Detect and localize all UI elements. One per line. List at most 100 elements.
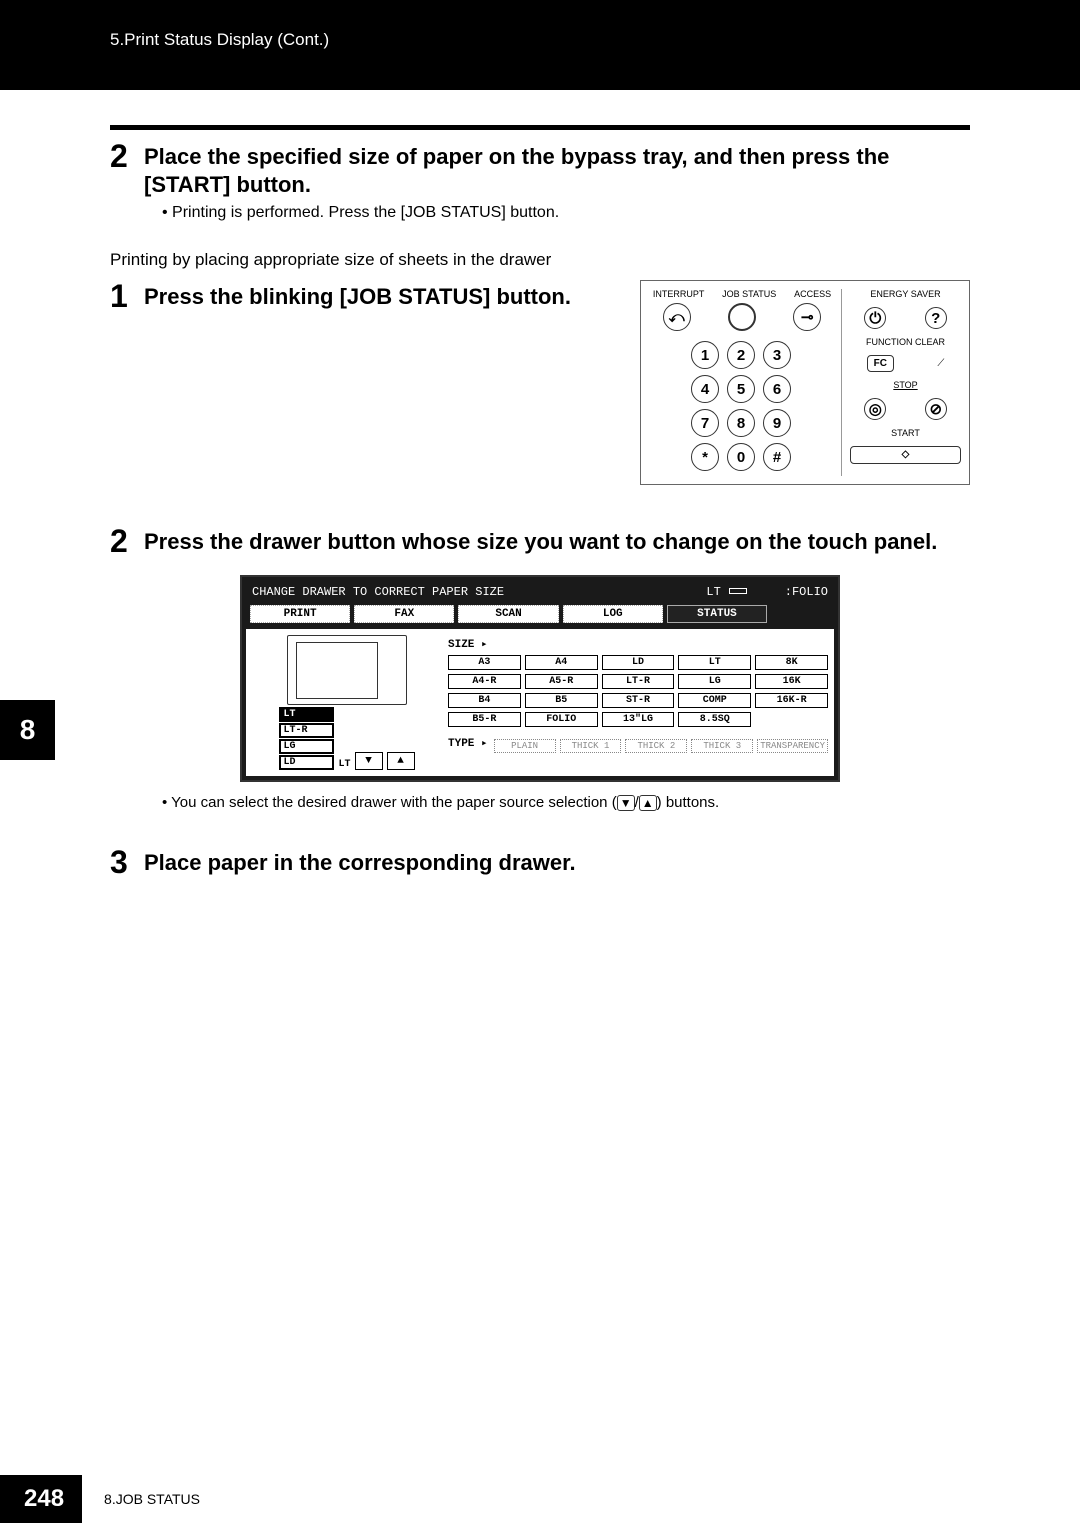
key-star[interactable]: * (691, 443, 719, 471)
size-13lg[interactable]: 13"LG (602, 712, 675, 727)
step-number: 1 (110, 280, 132, 312)
help-button[interactable]: ? (925, 307, 947, 329)
subheading: Printing by placing appropriate size of … (110, 250, 970, 270)
arrow-down-button[interactable]: ▼ (355, 752, 383, 770)
tab-status[interactable]: STATUS (667, 605, 767, 623)
panel-left: INTERRUPT JOB STATUS ACCESS ⤺ ⊸ 1 2 3 4 … (649, 289, 835, 476)
up-arrow-icon: ▲ (639, 795, 657, 811)
tp-body: LT LT-R LG LD LT ▼ ▲ SIZE ▸ A3 A4 (246, 629, 834, 776)
drawer-lg[interactable]: LG (279, 739, 334, 754)
page-content: 2 Place the specified size of paper on t… (0, 90, 1080, 878)
size-a4r[interactable]: A4-R (448, 674, 521, 689)
type-thick1[interactable]: THICK 1 (560, 739, 622, 753)
chapter-tab: 8 (0, 700, 55, 760)
size-b5[interactable]: B5 (525, 693, 598, 708)
printer-illustration (287, 635, 407, 705)
type-plain[interactable]: PLAIN (494, 739, 556, 753)
key-8[interactable]: 8 (727, 409, 755, 437)
tab-log[interactable]: LOG (563, 605, 663, 623)
start-button[interactable]: ◇ (850, 446, 961, 464)
note-text-end: ) buttons. (657, 794, 720, 811)
key-2[interactable]: 2 (727, 341, 755, 369)
key-6[interactable]: 6 (763, 375, 791, 403)
key-hash[interactable]: # (763, 443, 791, 471)
size-b4[interactable]: B4 (448, 693, 521, 708)
clear-button[interactable]: ⊘ (925, 398, 947, 420)
jobstatus-button[interactable] (728, 303, 756, 331)
panel-top-labels: INTERRUPT JOB STATUS ACCESS (649, 289, 835, 299)
key-1[interactable]: 1 (691, 341, 719, 369)
size-folio[interactable]: FOLIO (525, 712, 598, 727)
stop-button[interactable]: ◎ (864, 398, 886, 420)
step-number: 2 (110, 140, 132, 172)
start-label: START (850, 428, 961, 438)
step-number: 3 (110, 846, 132, 878)
tp-header-mid: LT (706, 585, 720, 599)
size-a3[interactable]: A3 (448, 655, 521, 670)
arrow-up-button[interactable]: ▲ (387, 752, 415, 770)
label-jobstatus: JOB STATUS (722, 289, 776, 299)
size-comp[interactable]: COMP (678, 693, 751, 708)
tp-tabs: PRINT FAX SCAN LOG STATUS (246, 603, 834, 629)
down-arrow-icon: ▼ (617, 795, 635, 811)
tab-fax[interactable]: FAX (354, 605, 454, 623)
size-a4[interactable]: A4 (525, 655, 598, 670)
step-note: Printing is performed. Press the [JOB ST… (110, 204, 970, 222)
size-16k[interactable]: 16K (755, 674, 828, 689)
step-title: Place paper in the corresponding drawer. (144, 846, 576, 877)
type-label: TYPE ▸ (448, 736, 488, 750)
drawer-ltr[interactable]: LT-R (279, 723, 334, 738)
drawer-side-label: LT (338, 759, 350, 770)
key-3[interactable]: 3 (763, 341, 791, 369)
size-85sq[interactable]: 8.5SQ (678, 712, 751, 727)
function-clear-label: FUNCTION CLEAR (850, 337, 961, 347)
drawer-area: LT LT-R LG LD LT ▼ ▲ (252, 635, 442, 770)
key-0[interactable]: 0 (727, 443, 755, 471)
key-4[interactable]: 4 (691, 375, 719, 403)
size-8k[interactable]: 8K (755, 655, 828, 670)
drawer-lt[interactable]: LT (279, 707, 334, 722)
size-str[interactable]: ST-R (602, 693, 675, 708)
label-access: ACCESS (794, 289, 831, 299)
page-footer: 248 8.JOB STATUS (0, 1471, 1080, 1526)
type-thick2[interactable]: THICK 2 (625, 739, 687, 753)
interrupt-button[interactable]: ⤺ (663, 303, 691, 331)
size-lt[interactable]: LT (678, 655, 751, 670)
size-ld[interactable]: LD (602, 655, 675, 670)
type-thick3[interactable]: THICK 3 (691, 739, 753, 753)
tray-icon (729, 588, 747, 594)
step-2b: 2 Press the drawer button whose size you… (110, 525, 970, 557)
step-3: 3 Place paper in the corresponding drawe… (110, 846, 970, 878)
note-text-start: You can select the desired drawer with t… (171, 794, 617, 811)
touch-panel-figure: CHANGE DRAWER TO CORRECT PAPER SIZE LT :… (240, 575, 840, 782)
paper-source-arrows: ▼ ▲ (355, 752, 415, 770)
panel-top-buttons: ⤺ ⊸ (649, 303, 835, 331)
key-5[interactable]: 5 (727, 375, 755, 403)
type-transp[interactable]: TRANSPARENCY (757, 739, 828, 753)
footer-text: 8.JOB STATUS (82, 1491, 200, 1507)
size-a5r[interactable]: A5-R (525, 674, 598, 689)
section-rule (110, 125, 970, 130)
key-9[interactable]: 9 (763, 409, 791, 437)
header-title: 5.Print Status Display (Cont.) (110, 30, 329, 49)
tab-print[interactable]: PRINT (250, 605, 350, 623)
tab-scan[interactable]: SCAN (458, 605, 558, 623)
label-interrupt: INTERRUPT (653, 289, 705, 299)
control-panel-figure: INTERRUPT JOB STATUS ACCESS ⤺ ⊸ 1 2 3 4 … (640, 280, 970, 485)
fc-button[interactable]: FC (867, 355, 894, 372)
size-lg[interactable]: LG (678, 674, 751, 689)
step-number: 2 (110, 525, 132, 557)
header-band: 5.Print Status Display (Cont.) (0, 0, 1080, 90)
size-b5r[interactable]: B5-R (448, 712, 521, 727)
step-title: Place the specified size of paper on the… (144, 140, 970, 198)
energy-saver-button[interactable]: ⏻ (864, 307, 886, 329)
post-panel-note: • You can select the desired drawer with… (110, 794, 970, 811)
size-ltr[interactable]: LT-R (602, 674, 675, 689)
size-16kr[interactable]: 16K-R (755, 693, 828, 708)
access-button[interactable]: ⊸ (793, 303, 821, 331)
drawer-ld[interactable]: LD (279, 755, 334, 770)
key-7[interactable]: 7 (691, 409, 719, 437)
step-title: Press the blinking [JOB STATUS] button. (144, 280, 571, 311)
energy-saver-label: ENERGY SAVER (850, 289, 961, 299)
step-title: Press the drawer button whose size you w… (144, 525, 937, 556)
